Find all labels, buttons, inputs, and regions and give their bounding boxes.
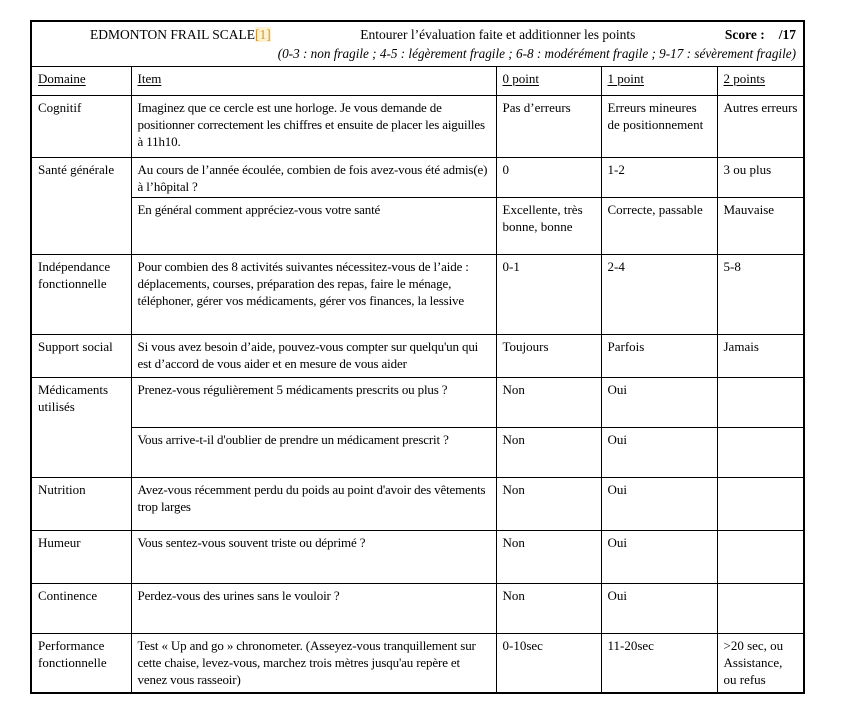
row-sante-generale-1: Santé générale Au cours de l’année écoul… [30, 156, 805, 255]
score-0-cell: 0-10sec [495, 632, 602, 694]
score-2-cell [716, 582, 805, 634]
score-2-cell [716, 376, 805, 428]
score-1-cell: Oui [600, 376, 718, 428]
score-2-cell: Jamais [716, 333, 805, 378]
item-cell: Prenez-vous régulièrement 5 médicaments … [130, 376, 497, 428]
score-1-cell: Correcte, passable [600, 196, 718, 255]
score-block: Score : /17 [725, 25, 796, 44]
title-line: EDMONTON FRAIL SCALE[1] Entourer l’évalu… [38, 25, 798, 44]
score-label: Score : [724, 27, 765, 42]
domain-cell: Continence [30, 582, 132, 634]
score-2-cell [716, 529, 805, 584]
score-0-cell: 0 [495, 156, 602, 198]
item-cell: Si vous avez besoin d’aide, pouvez-vous … [130, 333, 497, 378]
domain-cell: Performance fonctionnelle [30, 632, 132, 694]
score-value: /17 [778, 27, 797, 42]
score-1-cell: Oui [600, 476, 718, 531]
column-header-1-point: 1 point [600, 65, 718, 96]
domain-cell: Médicaments utilisés [30, 376, 132, 478]
score-0-cell: 0-1 [495, 253, 602, 335]
score-2-cell [716, 426, 805, 478]
score-2-cell [716, 476, 805, 531]
row-support-social: Support social Si vous avez besoin d’aid… [30, 333, 805, 378]
scale-title: EDMONTON FRAIL SCALE[1] [90, 25, 271, 44]
domain-cell: Santé générale [30, 156, 132, 255]
score-2-cell: Mauvaise [716, 196, 805, 255]
score-1-cell: Oui [600, 529, 718, 584]
column-header-0-point: 0 point [495, 65, 602, 96]
score-0-cell: Non [495, 529, 602, 584]
score-0-cell: Non [495, 426, 602, 478]
score-0-cell: Pas d’erreurs [495, 94, 602, 158]
column-header-item: Item [130, 65, 497, 96]
row-nutrition: Nutrition Avez-vous récemment perdu du p… [30, 476, 805, 531]
item-cell: Imaginez que ce cercle est une horloge. … [130, 94, 497, 158]
row-medicaments-1: Médicaments utilisés Prenez-vous réguliè… [30, 376, 805, 478]
item-cell: En général comment appréciez-vous votre … [130, 196, 497, 255]
column-header-domain: Domaine [30, 65, 132, 96]
item-cell: Au cours de l’année écoulée, combien de … [130, 156, 497, 198]
score-2-cell: Autres erreurs [716, 94, 805, 158]
domain-cell: Humeur [30, 529, 132, 584]
domain-cell: Indépendance fonctionnelle [30, 253, 132, 335]
domain-cell: Cognitif [30, 94, 132, 158]
column-header-row: Domaine Item 0 point 1 point 2 points [30, 65, 805, 96]
row-independance-fonctionnelle: Indépendance fonctionnelle Pour combien … [30, 253, 805, 335]
row-continence: Continence Perdez-vous des urines sans l… [30, 582, 805, 634]
item-cell: Vous sentez-vous souvent triste ou dépri… [130, 529, 497, 584]
citation-link[interactable]: [1] [255, 27, 271, 42]
score-2-cell: 3 ou plus [716, 156, 805, 198]
score-1-cell: 2-4 [600, 253, 718, 335]
score-2-cell: 5-8 [716, 253, 805, 335]
row-cognitif: Cognitif Imaginez que ce cercle est une … [30, 94, 805, 158]
item-cell: Perdez-vous des urines sans le vouloir ? [130, 582, 497, 634]
scale-title-text: EDMONTON FRAIL SCALE [90, 27, 256, 42]
row-medicaments-2: Vous arrive-t-il d'oublier de prendre un… [31, 426, 805, 478]
score-1-cell: Parfois [600, 333, 718, 378]
score-0-cell: Excellente, très bonne, bonne [495, 196, 602, 255]
edmonton-frail-scale-table: EDMONTON FRAIL SCALE[1] Entourer l’évalu… [30, 20, 806, 694]
score-1-cell: Erreurs mineures de positionnement [600, 94, 718, 158]
score-0-cell: Non [495, 476, 602, 531]
score-0-cell: Non [495, 376, 602, 428]
score-0-cell: Toujours [495, 333, 602, 378]
score-0-cell: Non [495, 582, 602, 634]
column-header-2-points: 2 points [716, 65, 805, 96]
score-2-cell: >20 sec, ou Assistance, ou refus [716, 632, 805, 694]
instruction-text: Entourer l’évaluation faite et additionn… [360, 27, 636, 42]
item-cell: Vous arrive-t-il d'oublier de prendre un… [130, 426, 497, 478]
row-performance-fonctionnelle: Performance fonctionnelle Test « Up and … [30, 632, 805, 694]
score-1-cell: Oui [600, 426, 718, 478]
score-1-cell: 1-2 [600, 156, 718, 198]
title-cell: EDMONTON FRAIL SCALE[1] Entourer l’évalu… [30, 20, 805, 67]
item-cell: Avez-vous récemment perdu du poids au po… [130, 476, 497, 531]
title-row: EDMONTON FRAIL SCALE[1] Entourer l’évalu… [30, 20, 805, 67]
domain-cell: Support social [30, 333, 132, 378]
row-humeur: Humeur Vous sentez-vous souvent triste o… [30, 529, 805, 584]
item-cell: Pour combien des 8 activités suivantes n… [130, 253, 497, 335]
item-cell: Test « Up and go » chronometer. (Asseyez… [130, 632, 497, 694]
domain-cell: Nutrition [30, 476, 132, 531]
frailty-legend: (0-3 : non fragile ; 4-5 : légèrement fr… [277, 46, 797, 61]
score-1-cell: Oui [600, 582, 718, 634]
score-1-cell: 11-20sec [600, 632, 718, 694]
row-sante-generale-2: En général comment appréciez-vous votre … [31, 196, 805, 255]
